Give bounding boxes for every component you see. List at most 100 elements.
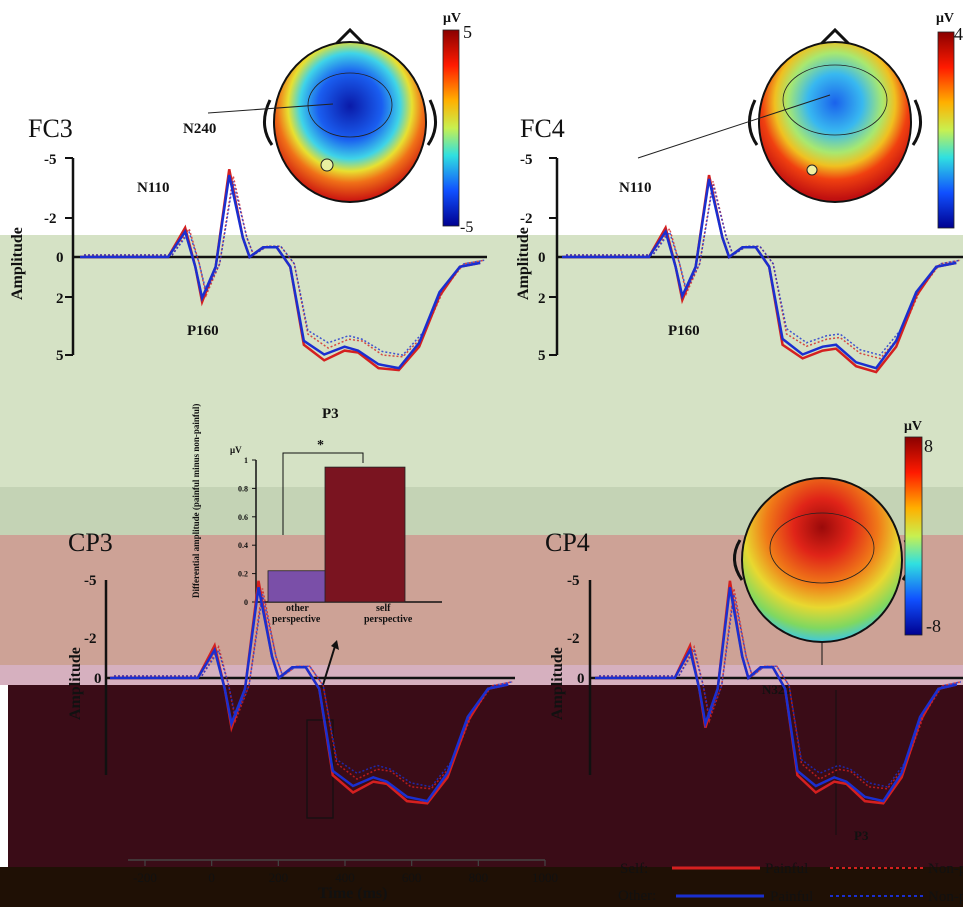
bar-label-self-line2: perspective bbox=[364, 614, 413, 625]
peak-label-p3: P3 bbox=[322, 406, 339, 422]
topomap-nose-fc4 bbox=[818, 27, 852, 47]
panel-title-cp4: CP4 bbox=[545, 528, 590, 557]
colorbar-min-fc3: -5 bbox=[460, 219, 473, 236]
topomap-ear-left-fc3 bbox=[263, 99, 274, 146]
x-tick-label-1: 0 bbox=[208, 870, 215, 885]
bar-chart-arrowhead bbox=[331, 640, 339, 650]
background-band-bottom bbox=[0, 867, 963, 907]
legend-self-painful: Painful bbox=[765, 861, 808, 877]
topomap-ear-left-fc4 bbox=[748, 99, 759, 146]
y-tick-label-fc3-2: 2 bbox=[56, 291, 64, 307]
legend-self-nonpainful: Non-painful bbox=[928, 861, 963, 877]
x-tick-label-5: 800 bbox=[469, 870, 489, 885]
y-axis-label-cp3: Amplitude bbox=[67, 647, 84, 720]
topomap-cp4: μV 8 -8 bbox=[733, 419, 941, 643]
y-tick-label-cp3-0: 0 bbox=[94, 671, 102, 687]
panel-cp3: CP3 -5 -2 0 Amplitude bbox=[67, 528, 515, 819]
y-axis-label-fc4: Amplitude bbox=[515, 227, 532, 300]
y-tick-label-cp4-m5: -5 bbox=[567, 573, 580, 589]
topomap-ear-right-fc3 bbox=[426, 99, 437, 146]
panel-fc3: FC3 N240 N110 P160 P3 -5 -2 0 2 5 Amplit… bbox=[9, 114, 487, 422]
peak-label-fc4-n110: N110 bbox=[619, 180, 652, 196]
y-axis-label-fc3: Amplitude bbox=[9, 227, 26, 300]
y-tick-label-fc3-m5: -5 bbox=[44, 152, 57, 168]
legend: Self: Painful Non-painful Other: Painful… bbox=[618, 861, 963, 905]
x-tick-label-4: 600 bbox=[402, 870, 422, 885]
topomap-head-cp4 bbox=[741, 477, 903, 643]
x-axis: -200 0 200 400 600 800 1000 Time (ms) bbox=[128, 859, 558, 902]
peak-label-n240: N240 bbox=[183, 121, 216, 137]
colorbar-unit-fc4: μV bbox=[936, 11, 954, 26]
trace-traces-cp4-1 bbox=[595, 587, 958, 803]
x-tick-label-6: 1000 bbox=[532, 870, 558, 885]
trace-dashed-traces-cp4-1 bbox=[599, 594, 962, 788]
panel-title-fc3: FC3 bbox=[28, 114, 73, 143]
trace-dashed-traces-fc4-1 bbox=[566, 184, 961, 356]
y-tick-label-fc3-m2: -2 bbox=[44, 211, 57, 227]
topomap-head-fc4 bbox=[758, 41, 912, 203]
colorbar-fc3 bbox=[442, 29, 460, 227]
panel-cp4: CP4 -5 -2 0 Amplitude N320 P3 bbox=[545, 528, 963, 843]
bar-chart-unit: μV bbox=[230, 445, 242, 455]
bar-self bbox=[324, 466, 406, 603]
topomap-contour-cp4 bbox=[769, 512, 875, 584]
panel-fc4: FC4 N110 P160 -5 -2 0 2 5 Amplitude bbox=[515, 114, 963, 374]
bar-chart-ytick-label-0: 0 bbox=[244, 598, 248, 607]
bar-chart-inset: μV 0 0.2 0.4 0.6 0.8 1 Differential amplitude… bbox=[191, 404, 442, 689]
topomap-ear-right-fc4 bbox=[911, 99, 922, 146]
colorbar-fc4 bbox=[937, 31, 955, 229]
peak-label-fc4-p160: P160 bbox=[668, 323, 700, 339]
traces-cp4 bbox=[595, 580, 962, 805]
y-tick-label-fc3-0: 0 bbox=[56, 250, 64, 266]
peak-label-n110: N110 bbox=[137, 180, 170, 196]
bar-chart-ytick-label-4: 0.8 bbox=[238, 484, 248, 493]
significance-star: * bbox=[317, 438, 324, 453]
topomap-nose-fc3 bbox=[333, 27, 367, 47]
colorbar-max-cp4: 8 bbox=[924, 436, 933, 456]
traces-cp3 bbox=[110, 580, 513, 805]
bar-label-self: self perspective bbox=[364, 603, 413, 625]
peak-label-cp4-p3: P3 bbox=[854, 828, 869, 843]
topomap-fc3: μV 5 -5 bbox=[207, 11, 473, 236]
bar-label-other-line1: other bbox=[286, 603, 309, 614]
peak-label-p160: P160 bbox=[187, 323, 219, 339]
topomap-pointer-fc4 bbox=[637, 94, 831, 159]
y-tick-label-fc4-2: 2 bbox=[538, 291, 546, 307]
bar-chart-y-label: Differential amplitude (painful minus no… bbox=[191, 404, 201, 598]
highlight-window-cp3 bbox=[306, 719, 334, 819]
x-axis-ticks: -200 0 200 400 600 800 1000 bbox=[133, 860, 558, 885]
panel-title-cp3: CP3 bbox=[68, 528, 113, 557]
trace-dashed-traces-cp3-1 bbox=[114, 594, 513, 788]
colorbar-cp4 bbox=[904, 436, 923, 636]
bar-chart-bars bbox=[267, 466, 406, 603]
trace-dashed-traces-fc3-1 bbox=[84, 181, 485, 356]
x-axis-label: Time (ms) bbox=[318, 885, 387, 902]
topomap-contour-fc4 bbox=[782, 64, 888, 136]
colorbar-max-fc4: 4 bbox=[954, 24, 963, 44]
y-tick-label-fc4-m2: -2 bbox=[520, 211, 533, 227]
topomap-fc4: μV 4 bbox=[637, 11, 963, 229]
bar-chart-ticks: 0 0.2 0.4 0.6 0.8 1 bbox=[238, 456, 256, 607]
x-tick-label-0: -200 bbox=[133, 870, 157, 885]
bar-chart-arrow bbox=[321, 642, 337, 689]
topomap-pointer-fc3 bbox=[207, 103, 334, 114]
significance-bracket bbox=[282, 452, 364, 535]
colorbar-min-cp4: -8 bbox=[926, 616, 941, 636]
topomap-ear-left-cp4 bbox=[733, 539, 744, 581]
bar-chart-ytick-label-2: 0.4 bbox=[238, 541, 248, 550]
topomap-contour-fc3 bbox=[307, 72, 393, 138]
legend-other-painful: Painful bbox=[770, 889, 813, 905]
trace-traces-fc3-1 bbox=[80, 174, 481, 370]
legend-self-label: Self: bbox=[620, 861, 648, 877]
y-tick-label-cp4-m2: -2 bbox=[567, 631, 580, 647]
colorbar-max-fc3: 5 bbox=[463, 22, 472, 42]
bar-chart-ytick-label-3: 0.6 bbox=[238, 513, 248, 522]
topomap-electrode-fc3 bbox=[320, 158, 334, 172]
traces-fc4 bbox=[562, 174, 961, 374]
bar-label-self-line1: self bbox=[376, 603, 391, 614]
trace-traces-fc4-1 bbox=[562, 178, 957, 370]
colorbar-unit-fc3: μV bbox=[443, 11, 461, 26]
bar-chart-ytick-label-5: 1 bbox=[244, 456, 248, 465]
y-tick-label-cp3-m2: -2 bbox=[84, 631, 97, 647]
traces-fc3 bbox=[80, 169, 485, 372]
